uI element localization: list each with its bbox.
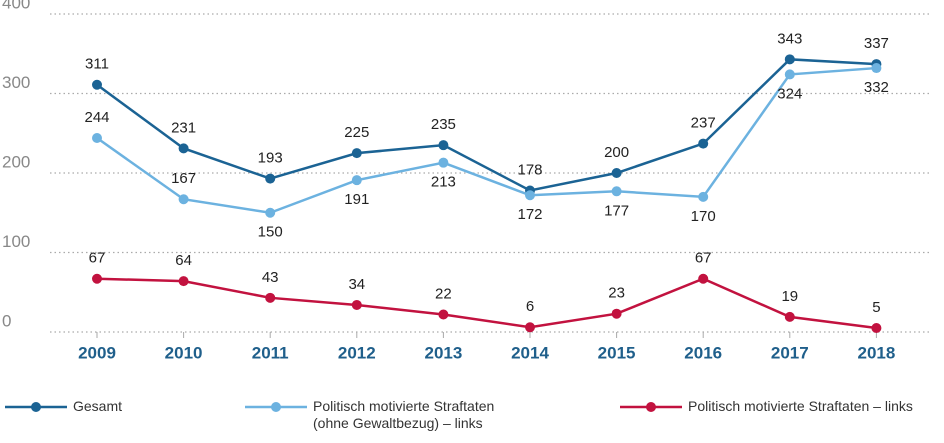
point [178,194,189,205]
x-tick-label: 2011 [252,343,289,362]
point [871,323,882,334]
x-tick-label: 2013 [424,343,462,362]
point [265,173,276,184]
legend-dot [646,402,656,412]
point [438,140,449,151]
data-label: 343 [777,30,802,47]
data-label: 170 [691,208,716,225]
data-label: 22 [435,285,452,302]
legend-dot [271,402,281,412]
point [265,292,276,303]
data-label: 178 [517,161,542,178]
point [265,207,276,218]
point [784,69,795,80]
legend-symbol [245,402,307,412]
point [351,148,362,159]
data-label: 67 [695,250,712,267]
data-label: 5 [872,299,880,316]
x-tick-label: 2015 [598,343,636,362]
x-tick-label: 2016 [684,343,722,362]
point [92,273,102,284]
point [698,138,709,149]
data-label: 337 [864,35,889,52]
legend-label: Politisch motivierte Straftaten (ohne Ge… [313,398,495,431]
y-tick-label: 300 [2,73,30,92]
legend-dot [31,402,41,412]
data-label: 193 [258,150,283,167]
x-tick-label: 2009 [78,343,116,362]
point [611,186,622,197]
point [698,191,709,202]
point [92,133,102,144]
point [438,309,449,320]
x-tick-label: 2012 [338,343,376,362]
legend: Gesamt Politisch motivierte Straftaten (o… [0,398,944,443]
legend-item: Gesamt [5,398,193,415]
point [784,54,795,65]
chart: 0 100 200 300 400 2009 2010 2011 2012 2013 2014 201… [2,0,930,362]
data-label: 6 [526,298,534,315]
y-tick-label: 100 [2,232,30,251]
data-label: 311 [85,56,109,73]
legend-symbol [5,402,67,412]
legend-symbol [620,402,682,412]
data-label: 150 [258,224,283,241]
point [351,299,362,310]
point [871,63,882,74]
data-label: 225 [344,124,369,141]
data-label: 235 [431,116,456,133]
data-label: 191 [344,191,369,208]
point [611,308,622,319]
legend-item: Politisch motivierte Straftaten (ohne Ge… [245,398,528,432]
legend-label: Politisch motivierte Straftaten – links [688,398,913,414]
point [351,175,362,186]
x-tick-label: 2018 [857,343,895,362]
point [92,79,102,90]
data-label: 213 [431,174,456,191]
data-label: 67 [89,250,106,267]
legend-label: Gesamt [73,398,123,414]
data-label: 23 [608,285,625,302]
point [698,273,709,284]
point [525,190,535,201]
data-label: 237 [691,115,716,132]
series-line [96,277,877,330]
data-label: 177 [604,202,629,219]
data-label: 34 [348,276,365,293]
data-label: 324 [777,85,802,102]
x-tick-label: 2014 [511,343,549,362]
data-label: 200 [604,144,629,161]
x-tick-label: 2017 [771,343,809,362]
data-label: 332 [864,79,889,96]
series-line [96,66,877,215]
point [784,311,795,322]
point [178,276,189,287]
point [178,143,189,154]
data-label: 43 [262,269,279,286]
point [525,322,535,333]
series-line [96,58,877,192]
data-label: 231 [171,119,196,136]
x-tick-label: 2010 [165,343,203,362]
data-label: 172 [517,206,542,223]
data-label: 19 [781,288,798,305]
point [438,157,449,168]
data-label: 244 [84,109,109,126]
data-label: 167 [171,170,196,187]
y-tick-label: 400 [2,0,30,12]
data-label: 64 [175,252,192,269]
y-tick-label: 200 [2,152,30,171]
legend-item: Politisch motivierte Straftaten – links [620,398,944,415]
y-tick-label: 0 [2,311,11,330]
point [611,168,622,178]
